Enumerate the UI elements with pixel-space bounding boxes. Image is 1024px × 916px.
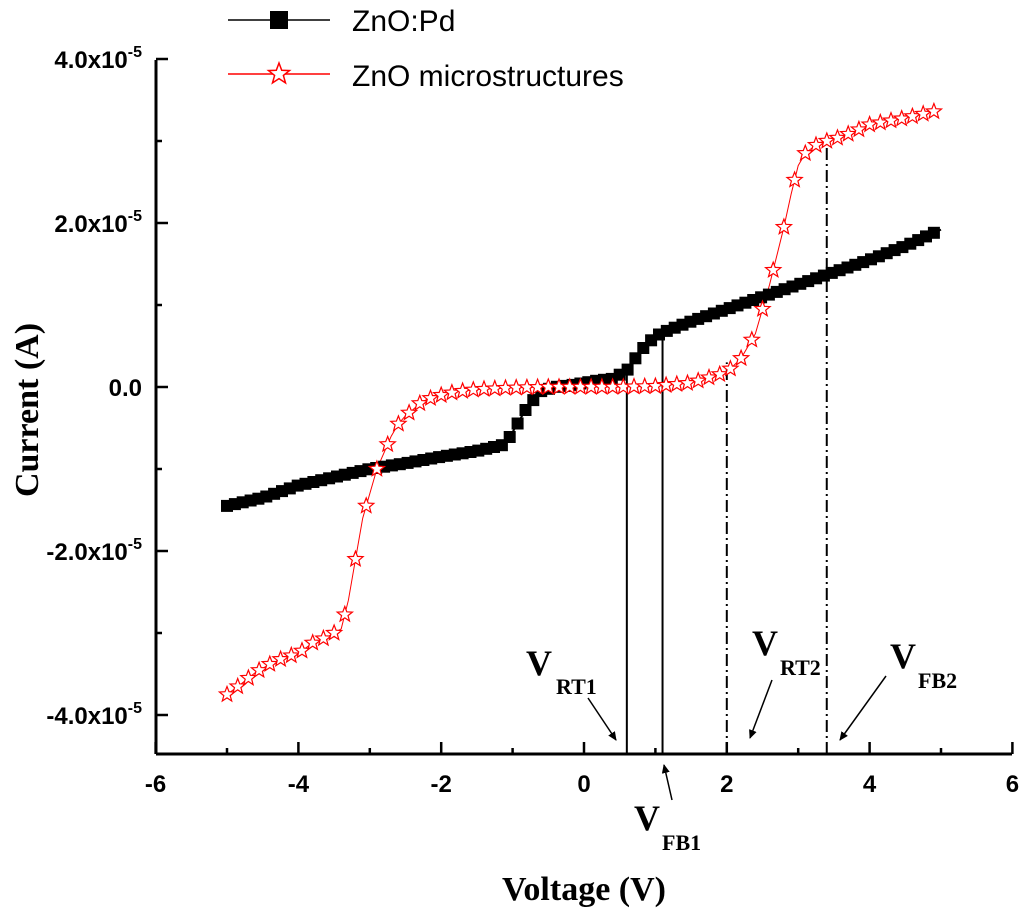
- y-tick-exponent: -5: [128, 700, 142, 717]
- data-point-zno: [410, 393, 429, 412]
- data-point-zno: [763, 260, 783, 278]
- legend-label-znopd: ZnO:Pd: [352, 5, 455, 38]
- data-point-zno: [785, 170, 804, 188]
- legend: ZnO:Pd ZnO microstructures: [228, 5, 624, 93]
- data-point-znopd: [519, 404, 532, 416]
- data-point-zno: [828, 128, 847, 146]
- annotation-vfb2-main: V: [890, 636, 916, 676]
- data-point-zno: [260, 654, 279, 672]
- data-point-zno: [667, 374, 686, 393]
- data-point-zno: [324, 623, 344, 641]
- data-point-zno: [892, 109, 911, 127]
- annotation-vfb1-sub: FB1: [662, 830, 701, 855]
- annotation-vfb2-sub: FB2: [918, 668, 957, 693]
- data-point-zno: [303, 633, 322, 651]
- data-point-zno: [367, 459, 387, 477]
- x-tick-label: 6: [1006, 771, 1019, 798]
- annotation-vfb1-arrow: [661, 764, 673, 801]
- y-tick-exponent: -5: [128, 536, 142, 553]
- data-point-zno: [924, 101, 944, 120]
- legend-marker-square: [270, 11, 288, 29]
- data-point-zno: [442, 383, 462, 401]
- data-point-zno: [346, 549, 365, 568]
- data-point-zno: [871, 112, 890, 131]
- data-point-zno: [453, 381, 472, 399]
- data-point-zno: [849, 119, 869, 138]
- series-markers: [217, 101, 944, 703]
- x-tick-label: 2: [720, 771, 733, 798]
- annotation-vrt1: V RT1: [526, 643, 617, 741]
- data-point-zno: [249, 660, 269, 679]
- y-tick-label: 4.0x10-5: [54, 44, 142, 74]
- data-point-zno: [806, 135, 826, 153]
- y-tick-label: -4.0x10-5: [46, 700, 142, 730]
- y-tick-label: -2.0x10-5: [46, 536, 142, 566]
- annotation-vrt1-sub: RT1: [556, 674, 597, 699]
- data-point-zno: [688, 371, 708, 389]
- data-point-znopd: [927, 226, 940, 239]
- y-tick-exponent: -5: [128, 208, 142, 225]
- y-axis-title: Current (A): [9, 323, 46, 497]
- data-point-zno: [731, 348, 751, 367]
- x-tick-label: -4: [288, 771, 310, 798]
- data-point-zno: [314, 628, 333, 647]
- data-point-znopd: [865, 253, 877, 266]
- series-lines: [226, 109, 942, 695]
- data-point-zno: [421, 388, 440, 407]
- x-tick-label: -2: [431, 771, 452, 798]
- data-point-znopd: [511, 417, 524, 430]
- y-tick-label: 0.0: [109, 375, 142, 402]
- data-point-zno: [282, 645, 301, 664]
- series-line-zno: [226, 109, 942, 695]
- y-tick-label: 2.0x10-5: [54, 208, 142, 238]
- data-point-znopd: [621, 363, 634, 376]
- annotation-vrt1-main: V: [526, 643, 552, 683]
- annotation-vfb2-arrow: [839, 675, 887, 741]
- legend-marker-star: [266, 60, 292, 85]
- data-point-zno: [839, 124, 858, 142]
- y-tick-exponent: -5: [128, 44, 142, 61]
- data-point-zno: [742, 330, 762, 348]
- data-point-znopd: [503, 431, 516, 443]
- x-axis-title: Voltage (V): [502, 871, 666, 908]
- annotation-vrt2-sub: RT2: [780, 655, 821, 680]
- x-axis-ticks: -6 -4 -2 0 2 4 6: [145, 742, 1019, 798]
- y-axis-ticks: 4.0x10-5 2.0x10-5 0.0 -2.0x10-5 -4.0x10-5: [46, 44, 168, 730]
- data-point-znopd: [872, 250, 885, 263]
- data-point-znopd: [629, 352, 642, 365]
- data-point-zno: [335, 604, 355, 623]
- data-point-zno: [656, 375, 676, 394]
- data-point-zno: [239, 668, 258, 686]
- data-point-zno: [753, 299, 772, 317]
- annotation-vfb1-main: V: [634, 798, 660, 838]
- data-point-zno: [699, 367, 719, 386]
- data-point-zno: [646, 376, 665, 395]
- data-point-zno: [774, 217, 794, 235]
- annotation-vfb1: V FB1: [634, 764, 701, 855]
- data-point-zno: [721, 359, 740, 377]
- x-tick-label: 0: [577, 771, 590, 798]
- data-point-zno: [389, 414, 408, 432]
- legend-label-zno: ZnO microstructures: [352, 60, 624, 93]
- data-point-zno: [913, 104, 933, 122]
- annotation-vfb2: V FB2: [839, 636, 957, 741]
- annotation-vrt2-arrow: [749, 679, 773, 739]
- data-point-zno: [271, 649, 290, 668]
- x-tick-label: -6: [145, 771, 166, 798]
- reference-lines: [625, 136, 828, 754]
- data-point-zno: [710, 364, 729, 383]
- data-point-zno: [378, 434, 397, 453]
- annotation-vrt2: V RT2: [749, 623, 821, 739]
- data-point-zno: [881, 111, 901, 129]
- annotation-vrt2-main: V: [752, 623, 778, 663]
- x-tick-label: 4: [863, 771, 877, 798]
- data-point-zno: [357, 496, 376, 514]
- annotation-vrt1-arrow: [587, 697, 617, 741]
